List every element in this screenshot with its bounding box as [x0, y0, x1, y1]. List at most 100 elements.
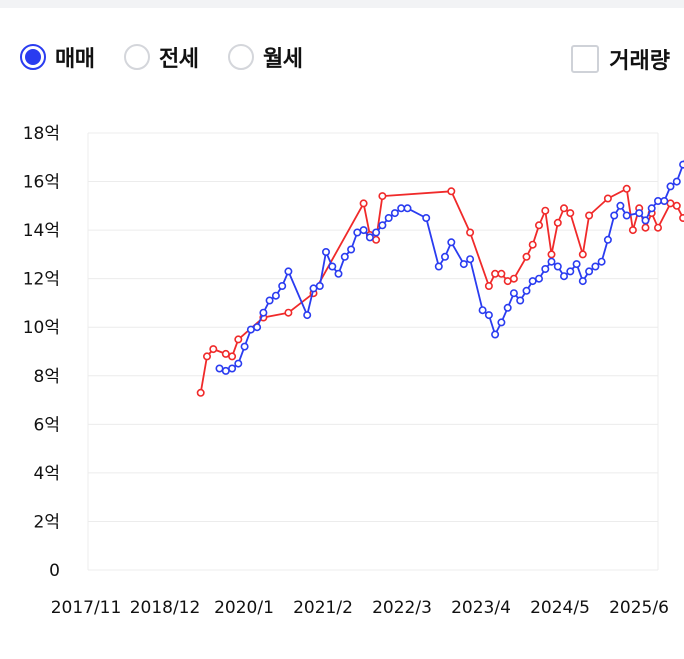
data-point [466, 255, 475, 264]
data-point [559, 204, 568, 213]
data-point [478, 306, 487, 315]
data-point [541, 265, 550, 274]
radio-button-checked-icon[interactable] [20, 44, 46, 70]
y-tick-label: 2억 [34, 512, 60, 532]
y-tick-label: 8억 [34, 367, 60, 387]
data-point [484, 311, 493, 320]
data-point [303, 311, 312, 320]
data-point [528, 277, 537, 286]
data-point [603, 235, 612, 244]
data-point [434, 262, 443, 271]
data-point [566, 209, 575, 218]
data-point [228, 352, 237, 361]
data-point [359, 226, 368, 235]
y-tick-label: 12억 [23, 270, 60, 290]
data-point [309, 284, 318, 293]
data-point [234, 359, 243, 368]
radio-button-icon[interactable] [228, 44, 254, 70]
x-tick-label: 2017/11 [51, 598, 122, 618]
y-tick-label: 0 [49, 561, 60, 581]
data-point [522, 252, 531, 261]
radio-option-sale[interactable]: 매매 [20, 40, 95, 74]
data-point [672, 201, 681, 210]
y-tick-label: 18억 [23, 124, 60, 144]
data-point [603, 194, 612, 203]
data-point [666, 182, 675, 191]
x-tick-label: 2022/3 [372, 598, 432, 618]
data-point [321, 248, 330, 257]
data-point [509, 274, 518, 283]
data-point [534, 221, 543, 230]
data-point [503, 303, 512, 312]
x-tick-label: 2024/5 [530, 598, 590, 618]
data-point [221, 366, 230, 375]
x-tick-label: 2021/2 [293, 598, 353, 618]
data-point [459, 260, 468, 269]
data-point [497, 318, 506, 327]
data-point [628, 226, 637, 235]
data-point [522, 286, 531, 295]
data-point [591, 262, 600, 271]
data-point [679, 214, 684, 222]
data-point [378, 221, 387, 230]
data-point [440, 252, 449, 261]
data-point [653, 223, 662, 232]
data-point [553, 262, 562, 271]
checkbox-icon[interactable] [571, 45, 600, 73]
data-point [271, 291, 280, 300]
data-point [353, 228, 362, 237]
y-tick-label: 4억 [34, 464, 60, 484]
data-point [653, 197, 662, 206]
data-point [516, 296, 525, 305]
radio-label-sale: 매매 [55, 47, 95, 72]
data-point [203, 352, 212, 361]
data-point [278, 282, 287, 291]
data-point [641, 216, 650, 225]
price-line-chart: 0 2억 4억 6억 8억 10억 12억 14억 16억 18억 2017/11 2018/12 20… [23, 124, 684, 618]
data-point [491, 330, 500, 339]
data-point [559, 272, 568, 281]
data-point [616, 201, 625, 210]
data-point [541, 206, 550, 215]
data-point [679, 160, 684, 169]
radio-label-jeonse: 전세 [159, 47, 199, 72]
y-tick-label: 10억 [23, 318, 60, 338]
radio-option-jeonse[interactable]: 전세 [124, 40, 199, 74]
volume-toggle[interactable]: 거래량 [571, 42, 670, 76]
radio-option-monthly-rent[interactable]: 월세 [228, 40, 303, 74]
data-point [422, 214, 431, 223]
data-point [547, 250, 556, 259]
data-point [447, 187, 456, 196]
x-tick-label: 2020/1 [214, 598, 274, 618]
data-point [347, 245, 356, 254]
data-point [585, 267, 594, 276]
data-point [553, 218, 562, 227]
data-point [253, 323, 262, 332]
y-tick-label: 14억 [23, 221, 60, 241]
radio-button-icon[interactable] [124, 44, 150, 70]
data-point [509, 289, 518, 298]
data-point [215, 364, 224, 373]
data-point [221, 349, 230, 358]
data-point [484, 282, 493, 291]
data-point [340, 252, 349, 261]
chart-controls: 매매 전세 월세 거래량 [0, 36, 684, 80]
data-point [315, 282, 324, 291]
y-tick-label: 16억 [23, 173, 60, 193]
data-point [578, 250, 587, 259]
data-point [403, 204, 412, 213]
data-point [578, 277, 587, 286]
data-point [641, 223, 650, 232]
data-point [209, 345, 218, 354]
data-point [635, 209, 644, 218]
data-point [397, 204, 406, 213]
data-point [622, 211, 631, 220]
data-point [259, 308, 268, 317]
data-point [378, 192, 387, 201]
data-point [372, 228, 381, 237]
data-point [585, 211, 594, 220]
x-tick-label: 2023/4 [451, 598, 511, 618]
data-point [334, 269, 343, 278]
data-point [234, 335, 243, 344]
data-point [572, 260, 581, 269]
